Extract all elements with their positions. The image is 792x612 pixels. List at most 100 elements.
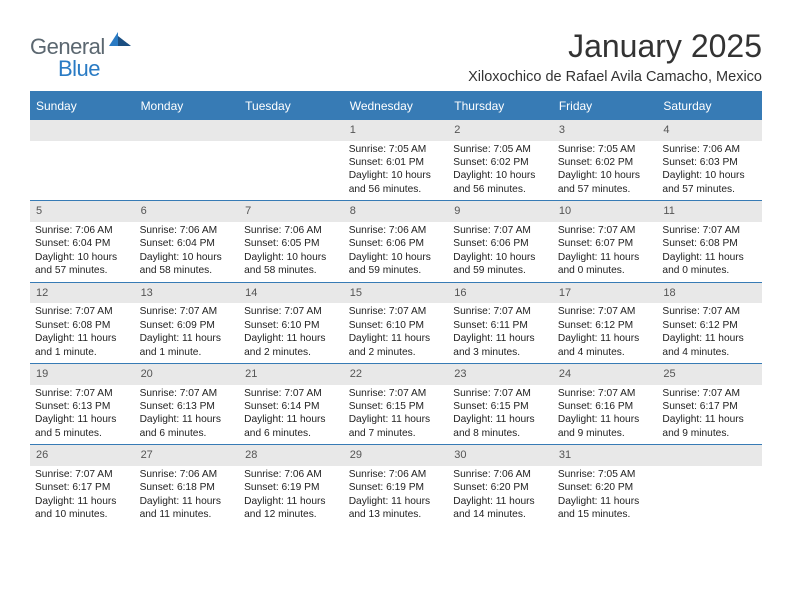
day-cell: 27Sunrise: 7:06 AMSunset: 6:18 PMDayligh… bbox=[135, 445, 240, 525]
day-cell bbox=[657, 445, 762, 525]
sunrise-line: Sunrise: 7:07 AM bbox=[349, 305, 444, 318]
sunset-line: Sunset: 6:04 PM bbox=[140, 237, 235, 250]
day-cell bbox=[30, 120, 135, 200]
day-cell: 17Sunrise: 7:07 AMSunset: 6:12 PMDayligh… bbox=[553, 283, 658, 363]
day-cell: 2Sunrise: 7:05 AMSunset: 6:02 PMDaylight… bbox=[448, 120, 553, 200]
sunrise-line: Sunrise: 7:07 AM bbox=[140, 305, 235, 318]
sunrise-line: Sunrise: 7:07 AM bbox=[662, 387, 757, 400]
day-cell: 25Sunrise: 7:07 AMSunset: 6:17 PMDayligh… bbox=[657, 364, 762, 444]
daylight-line: Daylight: 11 hours and 4 minutes. bbox=[558, 332, 653, 359]
calendar: Sunday Monday Tuesday Wednesday Thursday… bbox=[30, 91, 762, 526]
sunrise-line: Sunrise: 7:07 AM bbox=[558, 387, 653, 400]
sunrise-line: Sunrise: 7:05 AM bbox=[453, 143, 548, 156]
daylight-line: Daylight: 10 hours and 57 minutes. bbox=[558, 169, 653, 196]
daylight-line: Daylight: 11 hours and 6 minutes. bbox=[140, 413, 235, 440]
day-details: Sunrise: 7:07 AMSunset: 6:12 PMDaylight:… bbox=[553, 305, 658, 363]
day-details: Sunrise: 7:06 AMSunset: 6:19 PMDaylight:… bbox=[239, 468, 344, 526]
month-title: January 2025 bbox=[468, 28, 762, 65]
daylight-line: Daylight: 11 hours and 1 minute. bbox=[140, 332, 235, 359]
day-details: Sunrise: 7:06 AMSunset: 6:18 PMDaylight:… bbox=[135, 468, 240, 526]
daylight-line: Daylight: 11 hours and 11 minutes. bbox=[140, 495, 235, 522]
day-number: 28 bbox=[239, 445, 344, 466]
sunset-line: Sunset: 6:10 PM bbox=[244, 319, 339, 332]
sunset-line: Sunset: 6:09 PM bbox=[140, 319, 235, 332]
sunrise-line: Sunrise: 7:05 AM bbox=[349, 143, 444, 156]
sunrise-line: Sunrise: 7:06 AM bbox=[244, 224, 339, 237]
day-details: Sunrise: 7:07 AMSunset: 6:15 PMDaylight:… bbox=[344, 387, 449, 445]
day-number: 26 bbox=[30, 445, 135, 466]
daylight-line: Daylight: 10 hours and 57 minutes. bbox=[35, 251, 130, 278]
sunset-line: Sunset: 6:11 PM bbox=[453, 319, 548, 332]
sunset-line: Sunset: 6:08 PM bbox=[662, 237, 757, 250]
brand-name-part2-wrap: Blue bbox=[30, 56, 100, 82]
day-header-fri: Friday bbox=[553, 94, 658, 119]
daylight-line: Daylight: 11 hours and 6 minutes. bbox=[244, 413, 339, 440]
day-cell: 26Sunrise: 7:07 AMSunset: 6:17 PMDayligh… bbox=[30, 445, 135, 525]
weeks-container: 1Sunrise: 7:05 AMSunset: 6:01 PMDaylight… bbox=[30, 119, 762, 526]
day-cell: 20Sunrise: 7:07 AMSunset: 6:13 PMDayligh… bbox=[135, 364, 240, 444]
day-number: 29 bbox=[344, 445, 449, 466]
day-details: Sunrise: 7:06 AMSunset: 6:03 PMDaylight:… bbox=[657, 143, 762, 201]
day-details: Sunrise: 7:06 AMSunset: 6:06 PMDaylight:… bbox=[344, 224, 449, 282]
sunrise-line: Sunrise: 7:06 AM bbox=[140, 468, 235, 481]
sunset-line: Sunset: 6:19 PM bbox=[244, 481, 339, 494]
sunrise-line: Sunrise: 7:07 AM bbox=[35, 305, 130, 318]
sunrise-line: Sunrise: 7:07 AM bbox=[558, 305, 653, 318]
day-header-sat: Saturday bbox=[657, 94, 762, 119]
daylight-line: Daylight: 10 hours and 58 minutes. bbox=[140, 251, 235, 278]
day-number: 16 bbox=[448, 283, 553, 304]
day-header-tue: Tuesday bbox=[239, 94, 344, 119]
day-details: Sunrise: 7:06 AMSunset: 6:04 PMDaylight:… bbox=[30, 224, 135, 282]
location-text: Xiloxochico de Rafael Avila Camacho, Mex… bbox=[468, 69, 762, 85]
day-cell: 12Sunrise: 7:07 AMSunset: 6:08 PMDayligh… bbox=[30, 283, 135, 363]
day-details: Sunrise: 7:07 AMSunset: 6:16 PMDaylight:… bbox=[553, 387, 658, 445]
sunrise-line: Sunrise: 7:07 AM bbox=[558, 224, 653, 237]
week-row: 5Sunrise: 7:06 AMSunset: 6:04 PMDaylight… bbox=[30, 200, 762, 281]
day-number: 15 bbox=[344, 283, 449, 304]
title-block: January 2025 Xiloxochico de Rafael Avila… bbox=[468, 28, 762, 85]
day-details: Sunrise: 7:06 AMSunset: 6:19 PMDaylight:… bbox=[344, 468, 449, 526]
day-details: Sunrise: 7:07 AMSunset: 6:08 PMDaylight:… bbox=[30, 305, 135, 363]
daylight-line: Daylight: 10 hours and 59 minutes. bbox=[453, 251, 548, 278]
daylight-line: Daylight: 11 hours and 2 minutes. bbox=[244, 332, 339, 359]
day-details: Sunrise: 7:07 AMSunset: 6:13 PMDaylight:… bbox=[135, 387, 240, 445]
sunset-line: Sunset: 6:10 PM bbox=[349, 319, 444, 332]
day-number: 2 bbox=[448, 120, 553, 141]
sunset-line: Sunset: 6:15 PM bbox=[453, 400, 548, 413]
day-details: Sunrise: 7:06 AMSunset: 6:20 PMDaylight:… bbox=[448, 468, 553, 526]
day-number: 7 bbox=[239, 201, 344, 222]
day-header-wed: Wednesday bbox=[344, 94, 449, 119]
daylight-line: Daylight: 11 hours and 9 minutes. bbox=[558, 413, 653, 440]
day-header-row: Sunday Monday Tuesday Wednesday Thursday… bbox=[30, 94, 762, 119]
brand-logo-icon bbox=[109, 32, 133, 55]
day-number-empty bbox=[239, 120, 344, 141]
daylight-line: Daylight: 11 hours and 13 minutes. bbox=[349, 495, 444, 522]
day-details: Sunrise: 7:07 AMSunset: 6:12 PMDaylight:… bbox=[657, 305, 762, 363]
day-cell: 4Sunrise: 7:06 AMSunset: 6:03 PMDaylight… bbox=[657, 120, 762, 200]
sunset-line: Sunset: 6:13 PM bbox=[140, 400, 235, 413]
daylight-line: Daylight: 11 hours and 4 minutes. bbox=[662, 332, 757, 359]
day-cell bbox=[135, 120, 240, 200]
day-number: 23 bbox=[448, 364, 553, 385]
day-cell: 13Sunrise: 7:07 AMSunset: 6:09 PMDayligh… bbox=[135, 283, 240, 363]
daylight-line: Daylight: 10 hours and 56 minutes. bbox=[349, 169, 444, 196]
day-number: 31 bbox=[553, 445, 658, 466]
sunrise-line: Sunrise: 7:07 AM bbox=[453, 305, 548, 318]
sunset-line: Sunset: 6:15 PM bbox=[349, 400, 444, 413]
day-details: Sunrise: 7:07 AMSunset: 6:11 PMDaylight:… bbox=[448, 305, 553, 363]
day-number: 1 bbox=[344, 120, 449, 141]
day-details: Sunrise: 7:07 AMSunset: 6:15 PMDaylight:… bbox=[448, 387, 553, 445]
sunrise-line: Sunrise: 7:07 AM bbox=[244, 305, 339, 318]
day-number: 3 bbox=[553, 120, 658, 141]
day-cell bbox=[239, 120, 344, 200]
day-header-thu: Thursday bbox=[448, 94, 553, 119]
day-cell: 3Sunrise: 7:05 AMSunset: 6:02 PMDaylight… bbox=[553, 120, 658, 200]
day-details: Sunrise: 7:07 AMSunset: 6:10 PMDaylight:… bbox=[239, 305, 344, 363]
day-details: Sunrise: 7:06 AMSunset: 6:05 PMDaylight:… bbox=[239, 224, 344, 282]
daylight-line: Daylight: 11 hours and 2 minutes. bbox=[349, 332, 444, 359]
day-cell: 1Sunrise: 7:05 AMSunset: 6:01 PMDaylight… bbox=[344, 120, 449, 200]
sunset-line: Sunset: 6:14 PM bbox=[244, 400, 339, 413]
day-cell: 6Sunrise: 7:06 AMSunset: 6:04 PMDaylight… bbox=[135, 201, 240, 281]
sunset-line: Sunset: 6:16 PM bbox=[558, 400, 653, 413]
sunset-line: Sunset: 6:03 PM bbox=[662, 156, 757, 169]
